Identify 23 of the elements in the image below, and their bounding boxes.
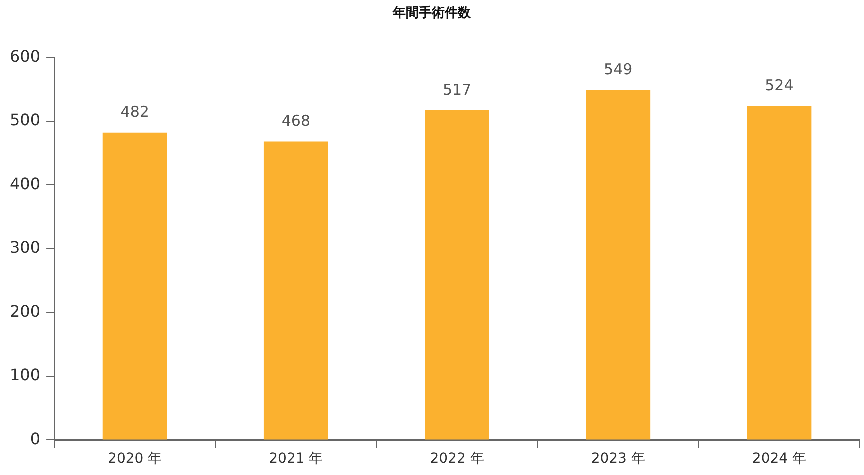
data-label: 517 [442, 80, 472, 99]
data-label: 549 [604, 60, 633, 79]
y-tick-label: 600 [10, 46, 41, 66]
x-tick-label: 2022 年 [430, 451, 484, 468]
bar [264, 142, 328, 440]
x-tick-label: 2021 年 [269, 451, 324, 468]
chart-title: 年間手術件数 [392, 5, 472, 22]
y-tick-label: 100 [10, 366, 41, 385]
y-tick-label: 300 [10, 238, 41, 258]
data-label: 468 [282, 112, 310, 130]
data-label: 482 [120, 103, 150, 122]
bar [425, 110, 490, 440]
y-tick-label: 200 [10, 302, 41, 321]
y-tick-label: 400 [10, 174, 41, 194]
y-tick-label: 500 [10, 110, 41, 130]
bar [747, 106, 812, 440]
data-label: 524 [765, 76, 794, 94]
x-tick-label: 2020 年 [108, 451, 162, 468]
y-tick-label: 0 [30, 429, 41, 448]
x-tick-label: 2023 年 [591, 451, 646, 468]
bar [586, 90, 651, 440]
x-tick-label: 2024 年 [752, 451, 806, 468]
bar [102, 132, 168, 440]
